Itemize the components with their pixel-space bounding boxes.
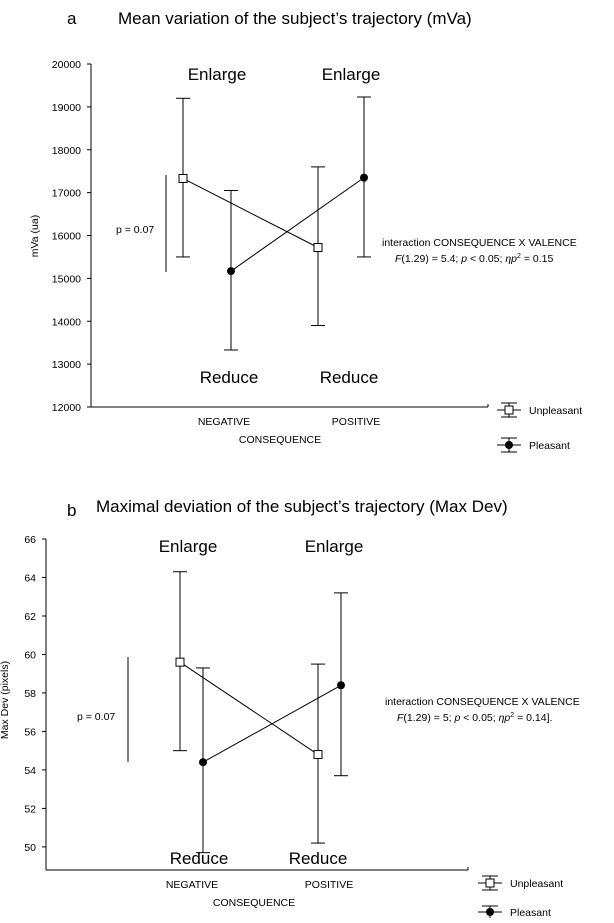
panel-a-enlarge-left: Enlarge xyxy=(188,65,247,84)
panel-b-ytick-label: 52 xyxy=(24,803,36,815)
panel-a-plot-area xyxy=(176,96,371,351)
panel-b-legend-unpleasant-marker xyxy=(478,875,502,891)
panel-a-ytick-label: 16000 xyxy=(52,231,81,243)
panel-b-ytick-label: 60 xyxy=(24,649,36,661)
panel-a-enlarge-right: Enlarge xyxy=(322,65,381,84)
panel-b-ylabel: Max Dev (pixels) xyxy=(0,661,11,739)
panel-b-enlarge-right: Enlarge xyxy=(305,537,364,556)
panel-b-ytick-label: 50 xyxy=(24,842,36,854)
panel-b-reduce-left: Reduce xyxy=(170,849,229,868)
panel-a-xlabel: CONSEQUENCE xyxy=(239,434,321,446)
panel-b-point-unpleasant-0 xyxy=(175,657,185,667)
panel-b-legend-pleasant-marker xyxy=(478,905,502,918)
panel-a-xtick-positive: POSITIVE xyxy=(332,416,380,428)
panel-b-enlarge-left: Enlarge xyxy=(159,537,218,556)
panel-a-point-pleasant-1 xyxy=(360,173,368,182)
panel-a-ytick-label: 14000 xyxy=(52,316,81,328)
panel-b-ytick-label: 66 xyxy=(24,534,36,546)
panel-a-reduce-left: Reduce xyxy=(200,368,259,387)
panel-a-ytick-label: 13000 xyxy=(52,359,81,371)
panel-a-reduce-right: Reduce xyxy=(320,368,379,387)
panel-b: b Maximal deviation of the subject’s tra… xyxy=(0,497,580,919)
panel-b-ytick-label: 56 xyxy=(24,726,36,738)
panel-a-line-unpleasant xyxy=(182,178,319,248)
panel-b-legend-pleasant-label: Pleasant xyxy=(510,907,551,919)
panel-a-point-unpleasant-1 xyxy=(313,243,323,253)
panel-b-p-label: p = 0.07 xyxy=(77,711,115,723)
panel-a-legend-unpleasant-marker xyxy=(497,402,521,418)
panel-b-title: Maximal deviation of the subject’s traje… xyxy=(96,497,508,516)
panel-b-point-pleasant-1 xyxy=(337,681,345,690)
panel-b-legend-unpleasant-label: Unpleasant xyxy=(510,878,563,890)
panel-a-letter: a xyxy=(67,9,77,28)
panel-a: a Mean variation of the subject’s trajec… xyxy=(29,9,582,453)
panel-a-legend-unpleasant-label: Unpleasant xyxy=(529,405,582,417)
panel-a-ytick-label: 20000 xyxy=(52,59,81,71)
panel-b-xtick-negative: NEGATIVE xyxy=(166,879,218,891)
panel-b-stat-line2: F(1.29) = 5; p < 0.05; ηp2 = 0.14]. xyxy=(397,712,552,724)
panel-a-title: Mean variation of the subject’s trajecto… xyxy=(118,9,472,28)
panel-b-letter: b xyxy=(67,501,76,520)
panel-b-xlabel: CONSEQUENCE xyxy=(213,897,295,909)
panel-a-ytick-label: 17000 xyxy=(52,188,81,200)
panel-b-ytick-label: 54 xyxy=(24,765,36,777)
panel-a-ytick-label: 19000 xyxy=(52,102,81,114)
panel-a-xtick-negative: NEGATIVE xyxy=(198,416,250,428)
panel-b-ytick-label: 58 xyxy=(24,688,36,700)
panel-b-plot-area xyxy=(173,571,348,854)
panel-b-line-unpleasant xyxy=(179,661,319,755)
panel-b-ytick-label: 62 xyxy=(24,611,36,623)
panel-a-stat-line1: interaction CONSEQUENCE X VALENCE xyxy=(382,237,577,249)
panel-b-ytick-label: 64 xyxy=(24,572,36,584)
panel-b-point-unpleasant-1 xyxy=(313,750,323,760)
panel-a-ytick-label: 12000 xyxy=(52,402,81,414)
panel-a-y-ticks: 12000 13000 14000 15000 16000 17000 18000 19000… xyxy=(52,59,91,414)
panel-a-ytick-label: 18000 xyxy=(52,145,81,157)
panel-a-point-unpleasant-0 xyxy=(178,173,188,183)
panel-a-ytick-label: 15000 xyxy=(52,273,81,285)
panel-b-y-ticks: 50 52 54 56 58 60 62 64 66 xyxy=(24,534,46,854)
panel-b-legend: Unpleasant Pleasant xyxy=(478,875,563,919)
panel-a-point-pleasant-0 xyxy=(227,267,235,276)
panel-b-stat-line1: interaction CONSEQUENCE X VALENCE xyxy=(385,696,580,708)
panel-b-line-pleasant xyxy=(202,684,342,763)
panel-a-stat-line2: F(1.29) = 5.4; p < 0.05; ηp2 = 0.15 xyxy=(395,253,553,265)
panel-a-line-pleasant xyxy=(230,177,365,272)
panel-b-reduce-right: Reduce xyxy=(289,849,348,868)
panel-a-legend: Unpleasant Pleasant xyxy=(497,402,582,453)
panel-b-xtick-positive: POSITIVE xyxy=(305,879,353,891)
panel-a-legend-pleasant-marker xyxy=(497,437,521,453)
panel-a-p-label: p = 0.07 xyxy=(116,224,154,236)
panel-a-ylabel: mVa (ua) xyxy=(29,215,41,257)
panel-a-legend-pleasant-label: Pleasant xyxy=(529,440,570,452)
panel-b-point-pleasant-0 xyxy=(199,758,207,767)
